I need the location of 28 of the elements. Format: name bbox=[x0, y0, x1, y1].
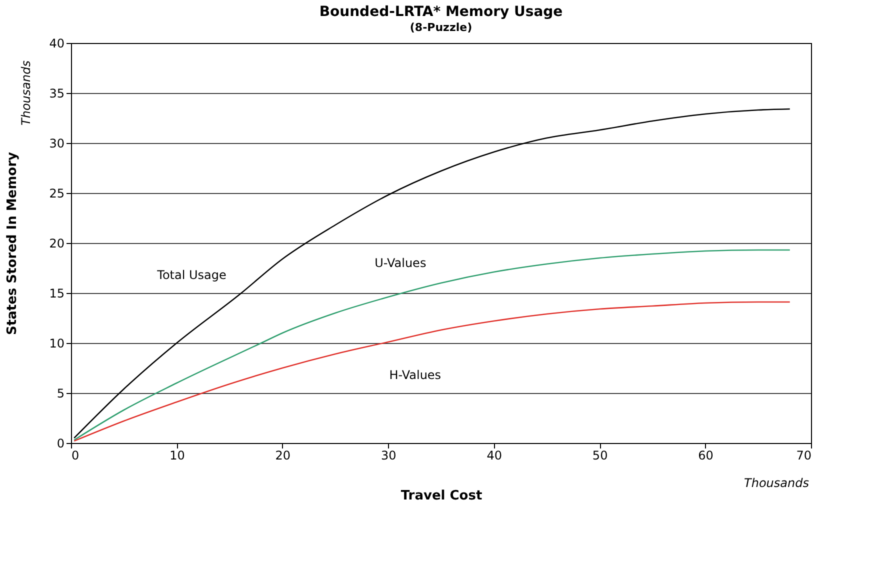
y-tick-label: 10 bbox=[49, 336, 64, 350]
chart-subtitle: (8-Puzzle) bbox=[410, 21, 472, 34]
x-tick-label: 0 bbox=[72, 448, 80, 462]
chart-title: Bounded-LRTA* Memory Usage bbox=[319, 4, 563, 20]
y-tick-label: 30 bbox=[49, 136, 64, 150]
y-tick-label: 15 bbox=[49, 286, 64, 300]
line-series bbox=[74, 249, 791, 441]
annotation: Total Usage bbox=[156, 268, 226, 282]
x-tick-label: 20 bbox=[275, 448, 291, 462]
y-tick-label: 20 bbox=[49, 236, 64, 250]
x-tick-label: 60 bbox=[698, 448, 714, 462]
y-tick-label: 25 bbox=[49, 186, 64, 200]
x-tick-label: 70 bbox=[796, 448, 812, 462]
y-tick-label: 5 bbox=[56, 386, 64, 400]
annotation: H-Values bbox=[389, 368, 442, 382]
y-axis-title: States Stored In Memory bbox=[5, 152, 20, 335]
x-tick-label: 10 bbox=[170, 448, 185, 462]
y-tick-label: 35 bbox=[49, 86, 64, 100]
x-tick-label: 40 bbox=[486, 448, 502, 462]
x-axis-title: Travel Cost bbox=[400, 488, 482, 504]
y-tick-label: 0 bbox=[56, 436, 64, 450]
line-series bbox=[74, 301, 791, 442]
text: Thousands bbox=[19, 60, 33, 126]
annotation: U-Values bbox=[374, 256, 426, 270]
x-tick-label: 30 bbox=[381, 448, 396, 462]
x-tick-label: 50 bbox=[592, 448, 608, 462]
y-tick-label: 40 bbox=[49, 36, 64, 50]
text: Thousands bbox=[744, 476, 809, 490]
